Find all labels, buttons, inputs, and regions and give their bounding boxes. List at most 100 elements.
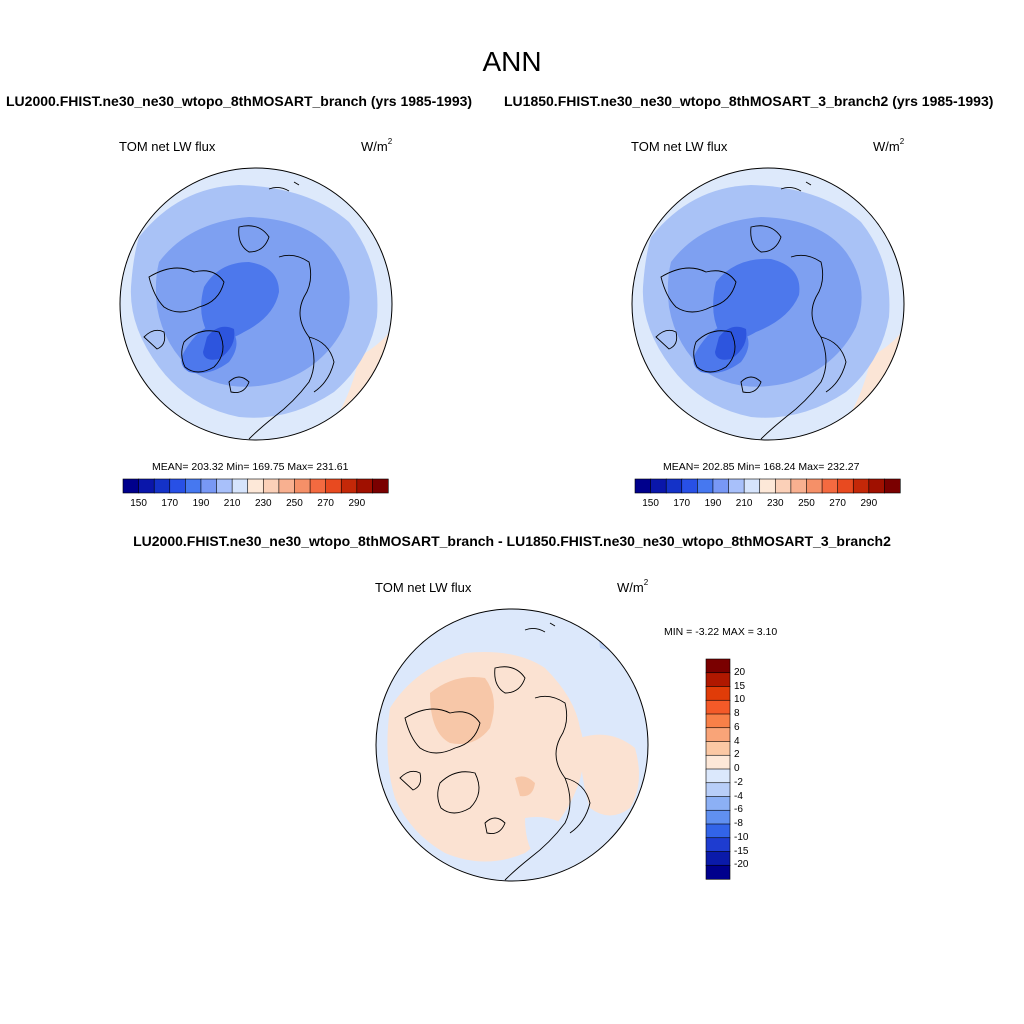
right-colorbar-swatch bbox=[759, 478, 776, 494]
left-units-base: W/m bbox=[361, 139, 388, 154]
right-colorbar-swatch bbox=[650, 478, 667, 494]
diff-coastlines bbox=[399, 622, 591, 881]
left-stats: MEAN= 203.32 Min= 169.75 Max= 231.61 bbox=[152, 461, 349, 473]
diff-colorbar-swatch bbox=[705, 823, 731, 839]
diff-colorbar-swatch bbox=[705, 809, 731, 825]
diff-colorbar-tick-label: -20 bbox=[734, 859, 749, 871]
diff-colorbar-swatch bbox=[705, 686, 731, 701]
diff-colorbar-tick-label: -10 bbox=[734, 831, 749, 843]
left-coastlines bbox=[143, 181, 335, 440]
right-colorbar-tick-label: 210 bbox=[735, 498, 753, 509]
left-colorbar-swatch bbox=[325, 478, 342, 494]
left-variable-label: TOM net LW flux bbox=[119, 139, 216, 154]
left-colorbar-swatch bbox=[138, 478, 155, 494]
left-colorbar-swatch bbox=[216, 478, 233, 494]
right-units-base: W/m bbox=[873, 139, 900, 154]
left-colorbar-tick-label: 210 bbox=[223, 498, 241, 509]
right-colorbar-swatch bbox=[665, 478, 683, 494]
main-title: ANN bbox=[482, 46, 542, 77]
right-colorbar-tick-label: 190 bbox=[704, 498, 722, 509]
left-units-label: W/m2 bbox=[361, 137, 393, 154]
right-colorbar-tick-label: 290 bbox=[860, 498, 878, 509]
left-colorbar-swatch bbox=[231, 478, 249, 494]
left-units-exp: 2 bbox=[387, 137, 393, 146]
diff-variable-label: TOM net LW flux bbox=[375, 580, 472, 595]
left-colorbar-tick-label: 150 bbox=[130, 498, 147, 509]
diff-colorbar-tick-label: 2 bbox=[734, 749, 740, 761]
right-units-exp: 2 bbox=[899, 137, 905, 146]
right-colorbar-swatch bbox=[790, 478, 808, 494]
right-colorbar-labels: 150 170 190 210 230 250 270 290 bbox=[635, 498, 900, 512]
diff-colorbar-swatch bbox=[705, 796, 731, 811]
diff-colorbar-tick-label: -8 bbox=[734, 818, 743, 829]
left-colorbar-swatch bbox=[294, 478, 311, 494]
diff-minmax: MIN = -3.22 MAX = 3.10 bbox=[664, 626, 778, 638]
left-colorbar-swatch bbox=[372, 478, 389, 494]
left-case-title: LU2000.FHIST.ne30_ne30_wtopo_8thMOSART_b… bbox=[6, 93, 473, 109]
diff-colorbar-swatch bbox=[705, 754, 731, 770]
right-colorbar-swatch bbox=[728, 478, 745, 494]
right-case-title: LU1850.FHIST.ne30_ne30_wtopo_8thMOSART_3… bbox=[504, 93, 994, 109]
diff-colorbar-tick-label: 10 bbox=[734, 694, 746, 706]
diff-colorbar bbox=[705, 658, 731, 880]
right-colorbar bbox=[634, 478, 901, 494]
diff-colorbar-swatches bbox=[705, 658, 731, 880]
diff-colorbar-tick-label: -15 bbox=[734, 845, 749, 857]
right-colorbar-tick-label: 150 bbox=[642, 498, 659, 509]
left-colorbar-tick-label: 250 bbox=[286, 498, 303, 509]
right-colorbar-swatch bbox=[884, 478, 901, 494]
diff-colorbar-swatch bbox=[705, 851, 731, 866]
diff-colorbar-swatch bbox=[705, 741, 731, 756]
right-variable-label: TOM net LW flux bbox=[631, 139, 728, 154]
right-colorbar-tick-label: 170 bbox=[673, 498, 691, 509]
left-colorbar-labels: 150 170 190 210 230 250 270 290 bbox=[123, 498, 388, 512]
left-colorbar-swatch bbox=[200, 478, 218, 494]
left-colorbar-swatches bbox=[122, 478, 389, 494]
right-colorbar-swatch bbox=[821, 478, 839, 494]
diff-colorbar-tick-label: 8 bbox=[734, 708, 740, 719]
right-map-border bbox=[631, 167, 905, 441]
right-colorbar-swatch bbox=[774, 478, 792, 494]
right-colorbar-tick-label: 230 bbox=[766, 498, 784, 509]
left-colorbar-swatch bbox=[185, 478, 202, 494]
diff-colorbar-swatch bbox=[705, 658, 731, 674]
diff-colorbar-tick-label: 0 bbox=[734, 763, 740, 774]
diff-colorbar-tick-label: 6 bbox=[734, 721, 740, 733]
diff-colorbar-tick-label: -6 bbox=[734, 804, 743, 816]
left-colorbar-swatch bbox=[169, 478, 186, 494]
left-map bbox=[119, 167, 393, 441]
left-colorbar-swatch bbox=[278, 478, 296, 494]
diff-units-label: W/m2 bbox=[617, 578, 648, 595]
left-colorbar-swatch bbox=[122, 478, 140, 494]
diff-colorbar-swatch bbox=[705, 699, 731, 715]
right-colorbar-swatch bbox=[712, 478, 730, 494]
right-map bbox=[631, 167, 905, 441]
left-colorbar-swatch bbox=[356, 478, 374, 494]
right-colorbar-tick-label: 270 bbox=[829, 498, 846, 509]
left-colorbar-swatch bbox=[153, 478, 171, 494]
left-colorbar-tick-label: 270 bbox=[317, 498, 334, 509]
left-colorbar-swatch bbox=[309, 478, 327, 494]
diff-colorbar-swatch bbox=[705, 768, 731, 784]
right-colorbar-swatch bbox=[634, 478, 652, 494]
diff-colorbar-tick-label: -2 bbox=[734, 776, 743, 788]
right-coastlines bbox=[655, 181, 847, 440]
diff-colorbar-swatch bbox=[705, 672, 731, 688]
diff-colorbar-tick-label: 4 bbox=[734, 735, 740, 747]
diff-colorbar-tick-label: -4 bbox=[734, 790, 743, 802]
left-colorbar-tick-label: 190 bbox=[192, 498, 210, 509]
left-colorbar-swatch bbox=[340, 478, 358, 494]
diff-colorbar-swatch bbox=[705, 713, 731, 729]
right-colorbar-swatches bbox=[634, 478, 901, 494]
diff-colorbar-swatch bbox=[705, 837, 731, 853]
right-colorbar-swatch bbox=[681, 478, 698, 494]
diff-map-border bbox=[375, 608, 649, 882]
right-units-label: W/m2 bbox=[873, 137, 905, 154]
diff-colorbar-tick-label: 15 bbox=[734, 680, 746, 692]
right-colorbar-swatch bbox=[868, 478, 886, 494]
right-stats: MEAN= 202.85 Min= 168.24 Max= 232.27 bbox=[663, 461, 860, 473]
right-colorbar-swatch bbox=[837, 478, 854, 494]
left-colorbar bbox=[122, 478, 389, 494]
right-colorbar-swatch bbox=[852, 478, 870, 494]
right-colorbar-swatch bbox=[743, 478, 761, 494]
